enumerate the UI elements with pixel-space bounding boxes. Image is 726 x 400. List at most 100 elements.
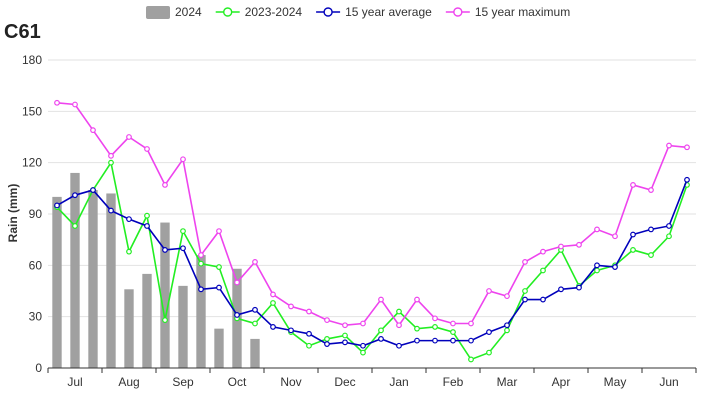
data-point <box>90 127 96 134</box>
data-point <box>396 322 402 329</box>
data-point <box>666 142 672 149</box>
data-point <box>540 248 546 255</box>
data-point <box>558 286 564 293</box>
legend-label: 2023-2024 <box>245 5 303 19</box>
data-point <box>270 300 276 306</box>
x-tick-label: Feb <box>443 375 464 389</box>
data-point <box>396 342 402 349</box>
data-point <box>486 288 492 294</box>
data-point <box>684 176 690 183</box>
bar-2024 <box>196 255 206 368</box>
data-point <box>468 337 474 344</box>
data-point <box>360 349 366 356</box>
data-point <box>360 342 366 349</box>
data-point <box>216 284 222 291</box>
data-point <box>198 252 204 258</box>
data-point <box>252 320 258 327</box>
data-point <box>414 337 420 344</box>
data-point <box>72 223 78 229</box>
data-point <box>234 279 240 286</box>
series-line <box>56 101 688 327</box>
data-point <box>342 322 348 329</box>
data-point <box>270 324 276 330</box>
data-point <box>594 226 600 233</box>
data-point <box>450 320 456 327</box>
data-point <box>630 182 636 188</box>
data-point <box>288 327 294 334</box>
data-point <box>198 260 204 267</box>
data-point <box>576 284 582 291</box>
y-tick-label: 120 <box>22 156 42 170</box>
data-point <box>504 322 510 329</box>
data-point <box>306 308 312 315</box>
data-point <box>126 248 132 255</box>
data-point <box>594 262 600 269</box>
data-point <box>162 317 168 323</box>
series-line <box>56 179 688 347</box>
data-point <box>594 267 600 274</box>
data-point <box>450 337 456 344</box>
data-point <box>360 320 366 327</box>
bar-2024 <box>124 289 134 368</box>
legend-label: 15 year average <box>345 5 432 19</box>
y-tick-label: 90 <box>29 207 43 221</box>
data-point <box>414 296 420 303</box>
data-point <box>108 207 114 214</box>
data-point <box>540 296 546 303</box>
y-tick-label: 30 <box>29 310 43 324</box>
y-tick-label: 150 <box>22 104 42 118</box>
data-point <box>612 233 618 240</box>
bar-2024 <box>106 193 116 368</box>
x-tick-label: Aug <box>118 375 139 389</box>
data-point <box>342 339 348 346</box>
x-tick-label: Mar <box>497 375 518 389</box>
bar-2024 <box>142 273 152 368</box>
data-point <box>144 223 150 229</box>
data-point <box>612 264 618 270</box>
data-point <box>414 325 420 332</box>
x-tick-label: Apr <box>552 375 571 389</box>
data-point <box>432 337 438 344</box>
data-point <box>666 233 672 240</box>
data-point <box>666 223 672 229</box>
data-point <box>252 306 258 313</box>
data-point <box>504 293 510 300</box>
legend-label: 2024 <box>175 5 202 19</box>
data-point <box>126 216 132 223</box>
data-point <box>90 187 96 193</box>
legend-label: 15 year maximum <box>475 5 570 19</box>
data-point <box>558 243 564 250</box>
data-point <box>126 134 132 140</box>
data-point <box>486 349 492 356</box>
data-point <box>54 99 60 106</box>
legend-item: 2024 <box>146 5 202 19</box>
legend-item: 15 year maximum <box>445 5 570 19</box>
data-point <box>306 342 312 349</box>
data-point <box>108 159 114 166</box>
data-point <box>288 303 294 310</box>
data-point <box>522 296 528 303</box>
legend: 2024 2023-2024 15 year average 15 year maxi… <box>146 5 570 19</box>
data-point <box>72 101 78 108</box>
x-tick-label: Jul <box>67 375 82 389</box>
data-point <box>432 324 438 330</box>
data-point <box>630 231 636 238</box>
data-point <box>576 241 582 248</box>
data-point <box>324 341 330 347</box>
data-point <box>378 296 384 303</box>
legend-item: 2023-2024 <box>215 5 303 19</box>
data-point <box>468 356 474 363</box>
axes: Jul Aug Sep Oct Nov Dec Jan Feb Mar Apr May Jun <box>47 367 697 389</box>
chart-title: C61 <box>4 21 41 43</box>
data-point <box>306 330 312 337</box>
data-point <box>468 320 474 327</box>
legend-marker <box>453 7 463 17</box>
data-point <box>180 156 186 163</box>
data-point <box>144 146 150 152</box>
series-15-year-average <box>54 176 690 349</box>
data-point <box>504 327 510 334</box>
x-tick-label: Nov <box>280 375 301 389</box>
x-tick-label: Oct <box>228 375 247 389</box>
data-point <box>684 144 690 151</box>
bar-2024 <box>52 196 62 368</box>
